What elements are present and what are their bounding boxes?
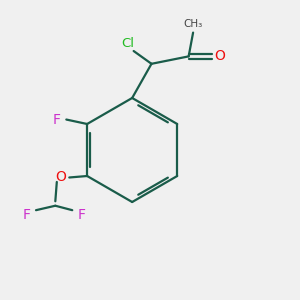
Text: O: O [214,50,225,63]
Text: F: F [53,112,61,127]
Text: CH₃: CH₃ [184,19,203,29]
Text: O: O [55,170,66,184]
Text: F: F [77,208,85,222]
Text: Cl: Cl [121,38,134,50]
Text: F: F [22,208,31,222]
